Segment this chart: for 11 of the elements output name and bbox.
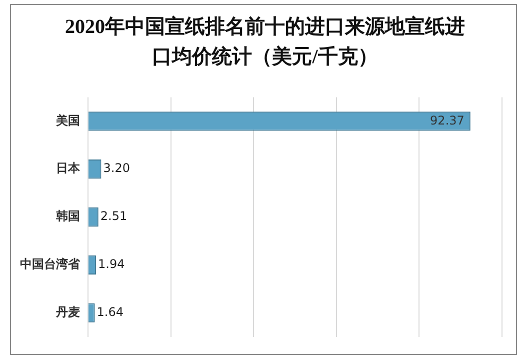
- data-label: 1.64: [96, 304, 124, 319]
- data-label: 92.37: [430, 113, 464, 128]
- y-tick-label: 美国: [55, 113, 80, 128]
- y-tick-label: 丹麦: [55, 304, 80, 319]
- y-tick-label: 韩国: [55, 209, 80, 224]
- data-label: 3.20: [103, 161, 130, 176]
- chart-title: 2020年中国宣纸排名前十的进口来源地宣纸进口均价统计（美元/千克）: [64, 14, 466, 70]
- y-tick-label: 中国台湾省: [20, 257, 81, 272]
- y-tick-label: 日本: [56, 161, 81, 176]
- data-label: 1.94: [98, 257, 125, 272]
- data-label: 2.51: [100, 209, 128, 224]
